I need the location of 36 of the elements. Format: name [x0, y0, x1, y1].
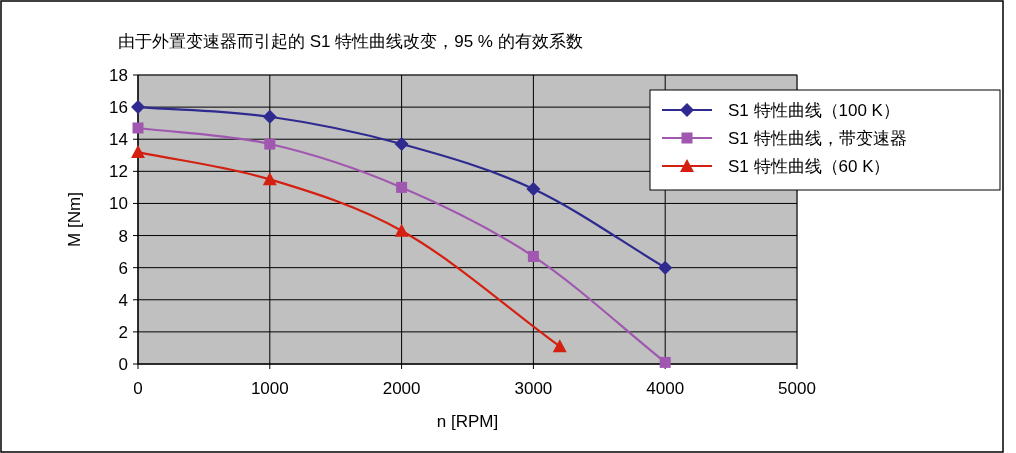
point — [658, 260, 673, 275]
point — [264, 138, 276, 150]
legend-label: S1 特性曲线，带变速器 — [728, 129, 907, 148]
x-tick-label: 1000 — [250, 379, 289, 398]
legend-label: S1 特性曲线（100 K） — [728, 101, 900, 120]
y-axis-title: M [Nm] — [65, 192, 84, 247]
point — [394, 137, 409, 152]
y-tick-label: 2 — [118, 322, 128, 342]
x-axis-title: n [RPM] — [436, 412, 499, 431]
x-tick-label: 0 — [133, 379, 143, 398]
point — [659, 356, 671, 368]
y-tick-label: 18 — [109, 66, 128, 85]
y-tick-label: 4 — [118, 290, 128, 310]
y-tick-label: 12 — [109, 162, 128, 182]
y-tick-label: 16 — [109, 98, 128, 118]
x-tick-label: 3000 — [514, 379, 553, 398]
point — [552, 339, 567, 353]
chart-title: 由于外置变速器而引起的 S1 特性曲线改变，95 % 的有效系数 — [118, 32, 583, 51]
point — [396, 181, 408, 193]
x-tick-label: 4000 — [646, 379, 685, 398]
x-tick-label: 2000 — [382, 379, 421, 398]
point — [262, 109, 277, 124]
legend-label: S1 特性曲线（60 K） — [728, 157, 891, 176]
point — [394, 223, 409, 237]
point — [131, 100, 145, 115]
point — [526, 181, 541, 196]
point — [132, 122, 144, 134]
x-tick-label: 5000 — [778, 379, 816, 398]
y-tick-label: 8 — [118, 226, 128, 246]
y-tick-label: 14 — [109, 130, 128, 150]
y-tick-label: 6 — [118, 258, 128, 278]
y-tick-label: 10 — [109, 194, 128, 214]
point — [131, 145, 145, 159]
y-tick-label: 0 — [118, 355, 128, 374]
point — [527, 250, 539, 262]
point — [262, 172, 277, 186]
